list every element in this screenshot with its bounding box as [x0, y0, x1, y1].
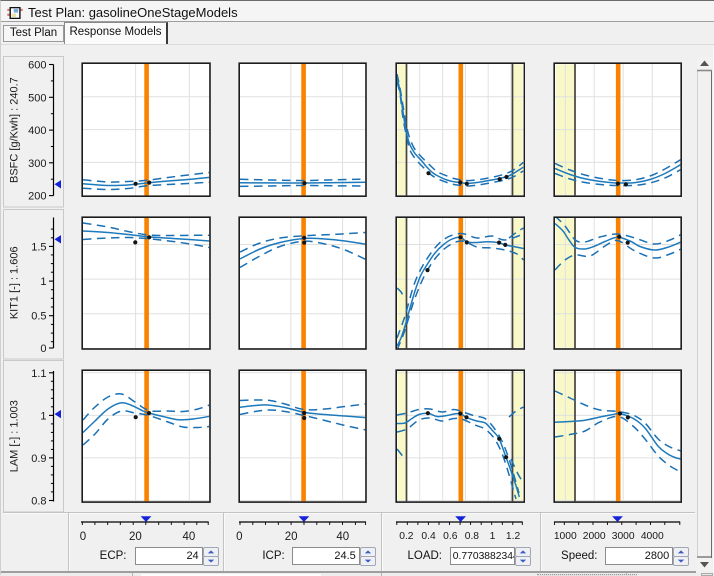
svg-text:0: 0	[40, 343, 46, 355]
svg-text:1: 1	[40, 276, 46, 288]
svg-text:1: 1	[40, 410, 46, 422]
svg-text:200: 200	[28, 191, 46, 203]
svg-text:1.5: 1.5	[31, 241, 46, 253]
svg-text:0.8: 0.8	[31, 495, 46, 507]
svg-text:300: 300	[28, 158, 46, 170]
svg-text:LAM [-] : 1.003: LAM [-] : 1.003	[9, 400, 21, 472]
svg-text:BSFC [g/Kwh] : 240.7: BSFC [g/Kwh] : 240.7	[9, 77, 21, 183]
svg-text:500: 500	[28, 92, 46, 104]
svg-text:0.9: 0.9	[31, 452, 46, 464]
svg-text:KIT1 [-] : 1.606: KIT1 [-] : 1.606	[9, 246, 21, 319]
svg-text:600: 600	[28, 60, 46, 72]
svg-text:1.1: 1.1	[31, 367, 46, 379]
svg-text:400: 400	[28, 125, 46, 137]
svg-text:0.5: 0.5	[31, 311, 46, 323]
